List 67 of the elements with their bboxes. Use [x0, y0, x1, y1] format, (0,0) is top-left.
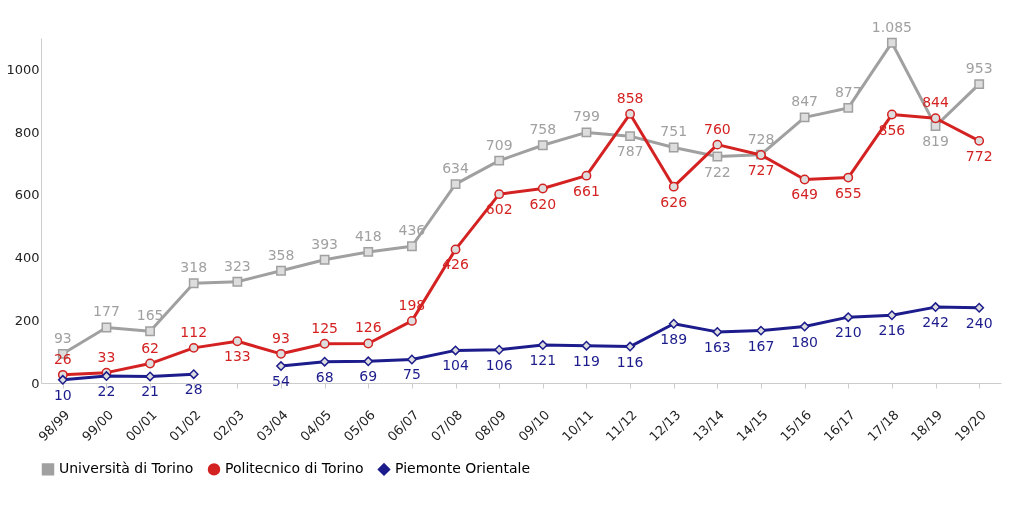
data-label: 116: [616, 353, 644, 370]
data-label: 133: [224, 348, 251, 365]
data-label: 167: [747, 337, 775, 354]
data-label: 626: [660, 193, 688, 210]
y-tick-label: 400: [14, 250, 40, 266]
data-label: 104: [442, 357, 469, 374]
data-label: 323: [224, 257, 251, 274]
data-label: 799: [573, 108, 600, 125]
data-label: 180: [791, 333, 818, 350]
legend-label: Piemonte Orientale: [395, 460, 530, 477]
data-label: 634: [442, 160, 469, 177]
data-label: 121: [529, 352, 557, 369]
data-label: 772: [965, 147, 993, 164]
y-tick-label: 200: [14, 312, 40, 328]
data-label: 661: [573, 182, 600, 199]
y-tick-label: 600: [14, 187, 40, 203]
y-tick-label: 0: [31, 375, 40, 391]
data-label: 751: [660, 123, 688, 140]
data-label: 106: [485, 356, 513, 373]
data-label: 210: [834, 324, 862, 341]
data-label: 125: [311, 319, 338, 336]
data-label: 393: [311, 235, 338, 252]
data-label: 75: [403, 366, 421, 383]
y-tick-label: 800: [14, 124, 40, 140]
data-label: 216: [878, 322, 906, 339]
data-label: 847: [791, 93, 818, 110]
data-label: 177: [93, 303, 120, 320]
data-label: 21: [141, 383, 159, 400]
data-label: 727: [747, 161, 775, 178]
data-label: 758: [529, 121, 557, 138]
data-label: 119: [573, 352, 600, 369]
data-label: 33: [97, 348, 116, 365]
data-label: 112: [180, 323, 208, 340]
data-label: 858: [616, 89, 644, 106]
data-label: 93: [53, 329, 72, 346]
data-label: 953: [965, 60, 993, 77]
data-label: 844: [922, 94, 949, 111]
legend-label: Università di Torino: [59, 460, 194, 477]
data-label: 163: [704, 338, 731, 355]
data-label: 93: [272, 329, 290, 346]
data-label: 655: [834, 184, 862, 201]
data-label: 709: [485, 136, 513, 153]
data-label: 22: [97, 383, 116, 400]
data-label: 722: [704, 163, 731, 180]
data-label: 126: [354, 319, 382, 336]
y-tick-label: 1000: [6, 61, 40, 77]
data-label: 787: [616, 143, 644, 160]
legend-label: Politecnico di Torino: [225, 460, 364, 477]
data-label: 242: [922, 314, 949, 331]
data-label: 418: [354, 227, 382, 244]
data-label: 819: [922, 133, 949, 150]
data-label: 728: [747, 130, 775, 147]
data-label: 1.085: [871, 18, 912, 35]
data-label: 760: [704, 120, 731, 137]
data-label: 10: [53, 386, 72, 403]
data-label: 54: [272, 373, 290, 390]
data-label: 358: [267, 246, 295, 263]
data-label: 62: [141, 339, 159, 356]
data-label: 318: [180, 259, 208, 276]
data-label: 649: [791, 186, 818, 203]
data-label: 620: [529, 195, 557, 212]
data-label: 26: [53, 350, 72, 367]
data-label: 189: [660, 330, 688, 347]
data-label: 69: [359, 368, 378, 385]
data-label: 28: [184, 381, 203, 398]
data-label: 68: [315, 368, 334, 385]
data-label: 240: [965, 314, 993, 331]
